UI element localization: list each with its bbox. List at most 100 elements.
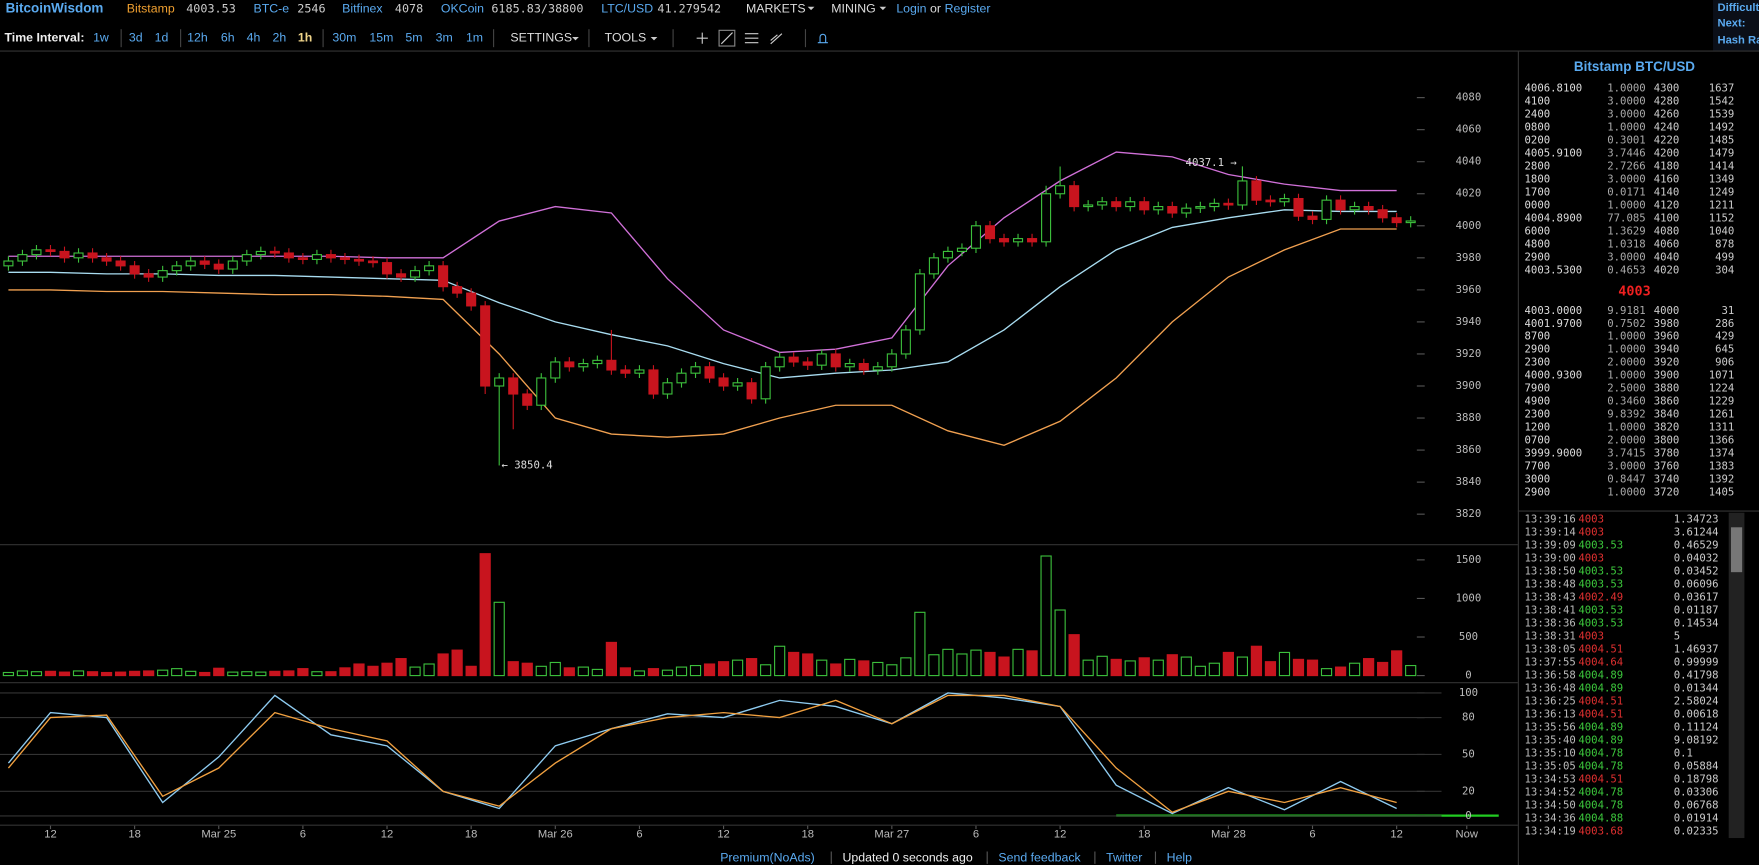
volume-bar (325, 671, 337, 677)
trade-price: 4004.51 (1578, 708, 1623, 721)
y-tick-label: 1000 (1456, 591, 1482, 604)
trade-time: 13:38:31 (1525, 630, 1576, 643)
candle-body (115, 260, 126, 267)
interval[interactable]: 2h (272, 30, 286, 44)
book-total: 499 (1715, 250, 1734, 263)
y-tick-label: 3820 (1456, 507, 1482, 520)
book-level: 4280 (1654, 95, 1680, 108)
interval[interactable]: 4h (247, 30, 261, 44)
volume-bar (1040, 555, 1052, 677)
footer-link[interactable]: Help (1167, 850, 1192, 864)
trade-amount: 0.06096 (1674, 578, 1719, 591)
book-level: 4120 (1654, 198, 1680, 211)
scrollbar-thumb (1730, 527, 1743, 573)
candle-body (1097, 201, 1108, 206)
book-amount: 0.3001 (1607, 134, 1645, 147)
volume-bar (591, 668, 603, 677)
interval[interactable]: 30m (332, 30, 356, 44)
candle-body (1195, 206, 1206, 209)
volume-bar (858, 660, 870, 677)
book-level: 3940 (1654, 343, 1680, 356)
volume-bar (563, 667, 575, 677)
volume-bar (746, 658, 758, 677)
book-level: 3920 (1654, 356, 1680, 369)
footer-link[interactable]: Twitter (1106, 850, 1142, 864)
candle-body (564, 361, 575, 368)
footer-link[interactable]: Premium(NoAds) (720, 850, 815, 864)
trade-amount: 0.02335 (1674, 825, 1719, 838)
login[interactable]: Login (896, 1, 926, 15)
ticker-name[interactable]: Bitfinex (342, 1, 383, 15)
annotation-high: 4037.1 → (1186, 156, 1238, 169)
volume-bar (647, 668, 660, 677)
candle-body (101, 257, 112, 262)
trade-amount: 0.99999 (1674, 656, 1719, 669)
book-amount: 3.0000 (1607, 108, 1645, 121)
menu[interactable]: MINING (831, 1, 876, 15)
ticker-name[interactable]: Bitstamp (127, 1, 175, 15)
book-price: 4003.0000 (1525, 304, 1583, 317)
candle-body (1237, 180, 1248, 206)
x-tick-label: Now (1456, 829, 1479, 841)
trade-time: 13:34:52 (1525, 786, 1576, 799)
ticker-name[interactable]: BTC-e (254, 1, 290, 15)
candle-body (269, 250, 280, 254)
ticker-price: 2546 (297, 2, 325, 16)
footer-separators (830, 851, 1157, 864)
volume-bar (44, 670, 57, 677)
volume-bar (689, 664, 702, 677)
tool-icons[interactable] (696, 29, 828, 47)
interval[interactable]: 1h (298, 30, 312, 44)
candle-body (171, 265, 182, 272)
interval[interactable]: 3d (129, 30, 143, 44)
volume-bar (451, 649, 463, 677)
side-info: Next: (1717, 18, 1745, 30)
trade-time: 13:35:40 (1525, 734, 1576, 747)
candle-body (788, 356, 799, 363)
x-tick-label: Mar 25 (201, 829, 236, 841)
register[interactable]: Register (945, 1, 991, 15)
interval[interactable]: 15m (369, 30, 393, 44)
candle-body (872, 366, 883, 371)
trade-amount: 0.1 (1674, 747, 1693, 760)
x-tick-label: 12 (717, 829, 729, 841)
x-tick-label: 12 (1054, 829, 1066, 841)
interval[interactable]: 12h (187, 30, 208, 44)
interval[interactable]: 6h (221, 30, 235, 44)
y-tick-label: 3920 (1456, 347, 1482, 360)
toolbar-menu[interactable]: SETTINGS (510, 30, 572, 44)
trade-amount: 0.00618 (1674, 708, 1719, 721)
volume-bar (227, 671, 239, 677)
trade-price: 4003.53 (1578, 617, 1623, 630)
toolbar-menu[interactable]: TOOLS (605, 30, 647, 44)
menu[interactable]: MARKETS (746, 1, 806, 15)
interval[interactable]: 3m (436, 30, 453, 44)
footer-link[interactable]: Send feedback (998, 850, 1081, 864)
candle-body (942, 250, 953, 259)
book-total: 1224 (1709, 382, 1735, 395)
book-amount: 0.3460 (1607, 395, 1645, 408)
volume-bar (1391, 650, 1403, 677)
candle-body (858, 363, 869, 371)
y-tick-label: 3940 (1456, 315, 1482, 328)
candle-body (606, 359, 617, 371)
candle-body (129, 265, 140, 275)
ticker-name[interactable]: OKCoin (441, 1, 484, 15)
book-total: 1542 (1709, 95, 1735, 108)
volume-bar (479, 553, 491, 677)
interval[interactable]: 1d (155, 30, 169, 44)
brand[interactable]: BitcoinWisdom (6, 1, 104, 16)
book-amount: 1.0000 (1607, 82, 1645, 95)
book-level: 4040 (1654, 250, 1680, 263)
trade-time: 13:38:36 (1525, 617, 1576, 630)
interval[interactable]: 5m (405, 30, 422, 44)
volume-bar (409, 666, 421, 677)
volume-bar (549, 661, 561, 677)
ticker-name[interactable]: LTC/USD (601, 1, 653, 15)
interval[interactable]: 1w (93, 30, 109, 44)
ticker-price: 6185.83/38800 (491, 2, 583, 16)
book-total: 304 (1715, 263, 1734, 276)
interval[interactable]: 1m (466, 30, 483, 44)
y-tick-label: 3960 (1456, 283, 1482, 296)
candle-body (620, 369, 631, 374)
